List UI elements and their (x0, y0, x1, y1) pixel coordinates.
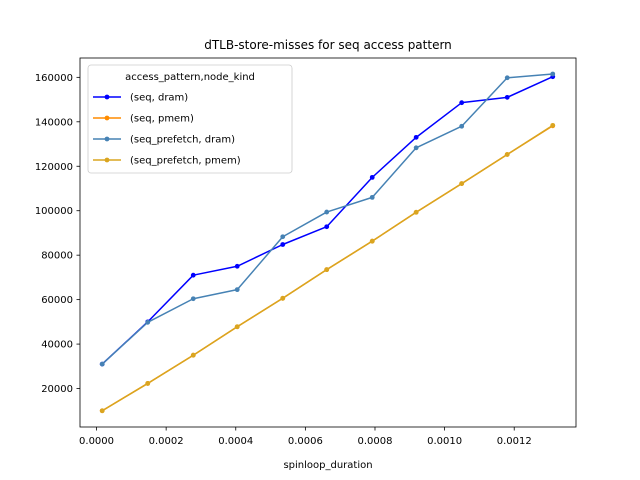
legend-marker (104, 115, 110, 121)
data-point (324, 224, 330, 230)
data-point (369, 194, 375, 200)
data-point (459, 100, 465, 106)
legend: access_pattern,node_kind (seq, dram)(seq… (87, 64, 293, 174)
data-point (550, 122, 556, 128)
data-point (190, 296, 196, 302)
data-point (280, 295, 286, 301)
x-axis-label: spinloop_duration (283, 460, 372, 471)
legend-entry: (seq_prefetch, dram) (93, 135, 235, 146)
y-tick-label: 40000 (41, 340, 73, 351)
legend-title: access_pattern,node_kind (125, 72, 255, 83)
legend-box (87, 64, 293, 174)
data-point (190, 352, 196, 358)
data-point (324, 267, 330, 273)
chart-title: dTLB-store-misses for seq access pattern (204, 38, 452, 52)
data-point (99, 361, 105, 367)
series-layer (99, 71, 556, 414)
legend-label: (seq_prefetch, dram) (130, 135, 235, 146)
y-tick-label: 80000 (41, 251, 73, 262)
legend-marker (104, 157, 110, 163)
y-tick-label: 60000 (41, 295, 73, 306)
legend-entry: (seq_prefetch, pmem) (93, 156, 241, 167)
data-point (190, 272, 196, 278)
legend-label: (seq_prefetch, pmem) (130, 156, 241, 167)
data-point (504, 152, 510, 157)
data-point (504, 75, 510, 81)
y-tick-label: 120000 (35, 162, 73, 173)
y-axis: 20000 40000 60000 80000 100000 120000 140000 16… (35, 73, 80, 395)
data-point (99, 408, 105, 414)
x-tick-label: 0.0000 (79, 436, 114, 447)
data-point (324, 209, 330, 215)
legend-marker (104, 94, 110, 100)
data-point (459, 181, 465, 186)
plot-area (79, 57, 577, 428)
data-point (280, 242, 286, 247)
data-point (413, 134, 419, 140)
data-point (369, 174, 375, 180)
data-point (234, 263, 240, 269)
x-tick-label: 0.0006 (288, 436, 323, 447)
data-point (413, 209, 419, 215)
x-tick-label: 0.0012 (497, 436, 532, 447)
series-3 (99, 122, 556, 414)
data-point (550, 71, 556, 77)
data-point (145, 319, 151, 325)
y-tick-label: 100000 (35, 206, 73, 217)
y-tick-label: 160000 (35, 73, 73, 84)
series-2 (99, 71, 556, 367)
legend-label: (seq, pmem) (130, 114, 194, 125)
legend-entries: (seq, dram) (seq, pmem) (seq_prefetch, dra… (93, 93, 241, 167)
x-tick-label: 0.0008 (357, 436, 392, 447)
legend-marker (104, 136, 110, 142)
y-tick-label: 20000 (41, 384, 73, 395)
data-point (234, 287, 240, 293)
data-point (369, 238, 375, 244)
y-tick-label: 140000 (35, 117, 73, 128)
data-point (234, 324, 240, 330)
data-point (413, 145, 419, 151)
data-point (504, 94, 510, 100)
x-tick-label: 0.0002 (149, 436, 184, 447)
legend-label: (seq, dram) (130, 93, 188, 104)
data-point (145, 381, 151, 386)
legend-entry: (seq, pmem) (93, 114, 194, 125)
legend-entry: (seq, dram) (93, 93, 188, 104)
x-axis: 0.0000 0.0002 0.0004 0.0006 0.0008 0.0010 0.00… (79, 427, 532, 447)
data-point (280, 234, 286, 240)
data-point (459, 123, 465, 129)
x-tick-label: 0.0004 (218, 436, 253, 447)
axes-frame (79, 57, 577, 428)
x-tick-label: 0.0010 (427, 436, 462, 447)
